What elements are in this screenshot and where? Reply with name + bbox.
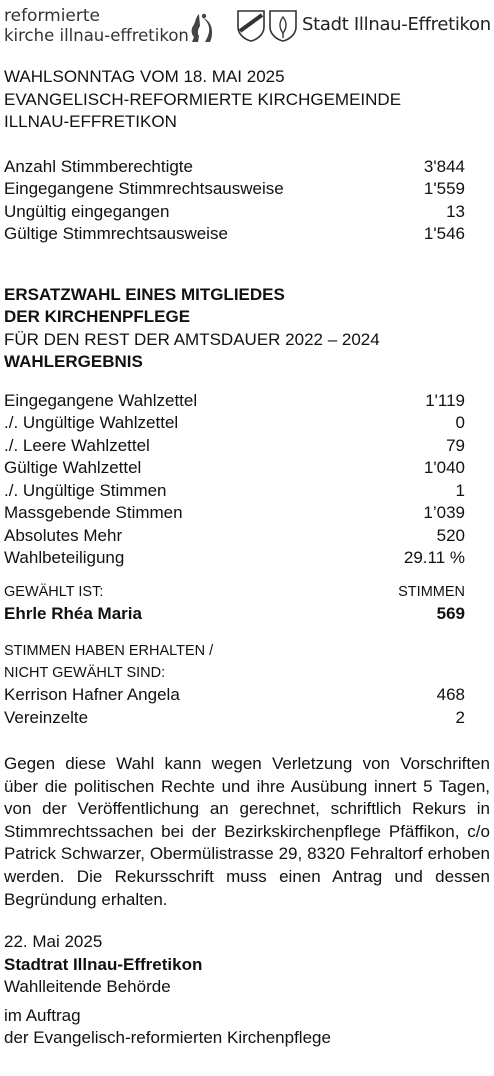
publication-date: 22. Mai 2025 xyxy=(4,932,103,952)
stat-label: Anzahl Stimmberechtigte xyxy=(4,156,193,176)
stat-label: Eingegangene Stimmrechtsausweise xyxy=(4,179,284,198)
election-subtitle: FÜR DEN REST DER AMTSDAUER 2022 – 2024 xyxy=(4,329,380,349)
table-row: Gültige Wahlzettel 1'040 xyxy=(4,457,465,480)
not-elected-heading-line2: NICHT GEWÄHLT SIND: xyxy=(4,665,166,681)
stat-value: 3'844 xyxy=(423,156,465,176)
result-value: 1’039 xyxy=(423,503,465,522)
result-label: Wahlbeteiligung xyxy=(4,548,125,567)
legal-notice: Gegen diese Wahl kann wegen Verletzung v… xyxy=(4,754,490,909)
result-value: 29.11 % xyxy=(403,548,465,567)
table-row: Vereinzelte 2 xyxy=(4,707,465,730)
votes-heading: STIMMEN xyxy=(398,583,465,600)
intro-line3: ILLNAU-EFFRETIKON xyxy=(4,112,177,131)
result-heading: WAHLERGEBNIS xyxy=(4,352,143,371)
intro-line2: EVANGELISCH-REFORMIERTE KIRCHGEMEINDE xyxy=(4,89,402,109)
church-logo-line2: kirche illnau-effretikon xyxy=(4,26,189,45)
candidate-name: Kerrison Hafner Angela xyxy=(4,685,180,704)
election-title-line2: DER KIRCHENPFLEGE xyxy=(4,307,191,326)
authority-role: Wahlleitende Behörde xyxy=(4,977,171,997)
elected-votes: 569 xyxy=(436,603,465,623)
stat-value: 1'559 xyxy=(423,179,465,198)
elected-block: GEWÄHLT IST: STIMMEN Ehrle Rhéa Maria 569 xyxy=(4,581,465,626)
candidate-votes: 468 xyxy=(436,685,465,704)
result-value: 0 xyxy=(455,413,465,432)
table-row: Gültige Stimmrechtsausweise 1'546 xyxy=(4,223,465,246)
result-label: Massgebende Stimmen xyxy=(4,503,183,522)
document-body: WAHLSONNTAG VOM 18. MAI 2025 EVANGELISCH… xyxy=(4,66,490,1050)
city-name: Stadt Illnau-Effretikon xyxy=(302,14,491,35)
result-label: ./. Ungültige Stimmen xyxy=(4,480,167,500)
elected-row: Ehrle Rhéa Maria 569 xyxy=(4,603,465,626)
results-table: Eingegangene Wahlzettel 1'119 ./. Ungülti… xyxy=(4,390,465,570)
table-row: ./. Ungültige Stimmen 1 xyxy=(4,480,465,503)
stat-label: Gültige Stimmrechtsausweise xyxy=(4,224,228,243)
result-label: Gültige Wahlzettel xyxy=(4,458,142,477)
authority-name: Stadtrat Illnau-Effretikon xyxy=(4,954,203,974)
result-value: 1 xyxy=(455,480,465,500)
mandate-line1: im Auftrag xyxy=(4,1005,81,1025)
result-label: Absolutes Mehr xyxy=(4,525,123,545)
intro-block: WAHLSONNTAG VOM 18. MAI 2025 EVANGELISCH… xyxy=(4,66,465,134)
table-row: ./. Leere Wahlzettel 79 xyxy=(4,435,465,458)
election-title-line1: ERSATZWAHL EINES MITGLIEDES xyxy=(4,284,285,304)
result-value: 1'040 xyxy=(423,458,465,477)
table-row: Eingegangene Stimmrechtsausweise 1'559 xyxy=(4,178,465,201)
church-symbol-icon xyxy=(191,13,213,42)
table-row: Massgebende Stimmen 1’039 xyxy=(4,502,465,525)
result-value: 520 xyxy=(436,525,465,545)
church-logo: reformierte kirche illnau-effretikon xyxy=(4,6,189,46)
table-row: Ungültig eingegangen 13 xyxy=(4,201,465,224)
elected-name: Ehrle Rhéa Maria xyxy=(4,603,142,623)
elected-heading: GEWÄHLT IST: xyxy=(4,583,104,600)
result-value: 79 xyxy=(446,435,465,455)
intro-line1: WAHLSONNTAG VOM 18. MAI 2025 xyxy=(4,67,285,86)
result-label: Eingegangene Wahlzettel xyxy=(4,390,198,410)
stat-value: 1'546 xyxy=(423,224,465,243)
elected-heading-row: GEWÄHLT IST: STIMMEN xyxy=(4,581,465,603)
election-heading: ERSATZWAHL EINES MITGLIEDES DER KIRCHENP… xyxy=(4,284,465,374)
table-row: Absolutes Mehr 520 xyxy=(4,525,465,548)
result-label: ./. Leere Wahlzettel xyxy=(4,435,150,455)
table-row: Eingegangene Wahlzettel 1'119 xyxy=(4,390,465,413)
result-label: ./. Ungültige Wahlzettel xyxy=(4,413,179,432)
city-crest-icon xyxy=(237,10,297,42)
signature-block: 22. Mai 2025 Stadtrat Illnau-Effretikon … xyxy=(4,931,465,1050)
candidate-name: Vereinzelte xyxy=(4,707,89,727)
table-row: Anzahl Stimmberechtigte 3'844 xyxy=(4,156,465,179)
result-value: 1'119 xyxy=(425,390,465,410)
not-elected-block: STIMMEN HABEN ERHALTEN / NICHT GEWÄHLT S… xyxy=(4,640,465,729)
table-row: Kerrison Hafner Angela 468 xyxy=(4,684,465,707)
mandate-line2: der Evangelisch-reformierten Kirchenpfle… xyxy=(4,1028,331,1048)
candidate-votes: 2 xyxy=(455,707,465,727)
table-row: Wahlbeteiligung 29.11 % xyxy=(4,547,465,570)
table-row: ./. Ungültige Wahlzettel 0 xyxy=(4,412,465,435)
church-logo-line1: reformierte xyxy=(4,6,101,26)
page-header: reformierte kirche illnau-effretikon Sta… xyxy=(0,0,494,52)
stat-value: 13 xyxy=(446,201,465,221)
not-elected-heading-line1: STIMMEN HABEN ERHALTEN / xyxy=(4,643,214,659)
stat-label: Ungültig eingegangen xyxy=(4,201,170,221)
stats-table: Anzahl Stimmberechtigte 3'844 Eingegangen… xyxy=(4,156,465,246)
